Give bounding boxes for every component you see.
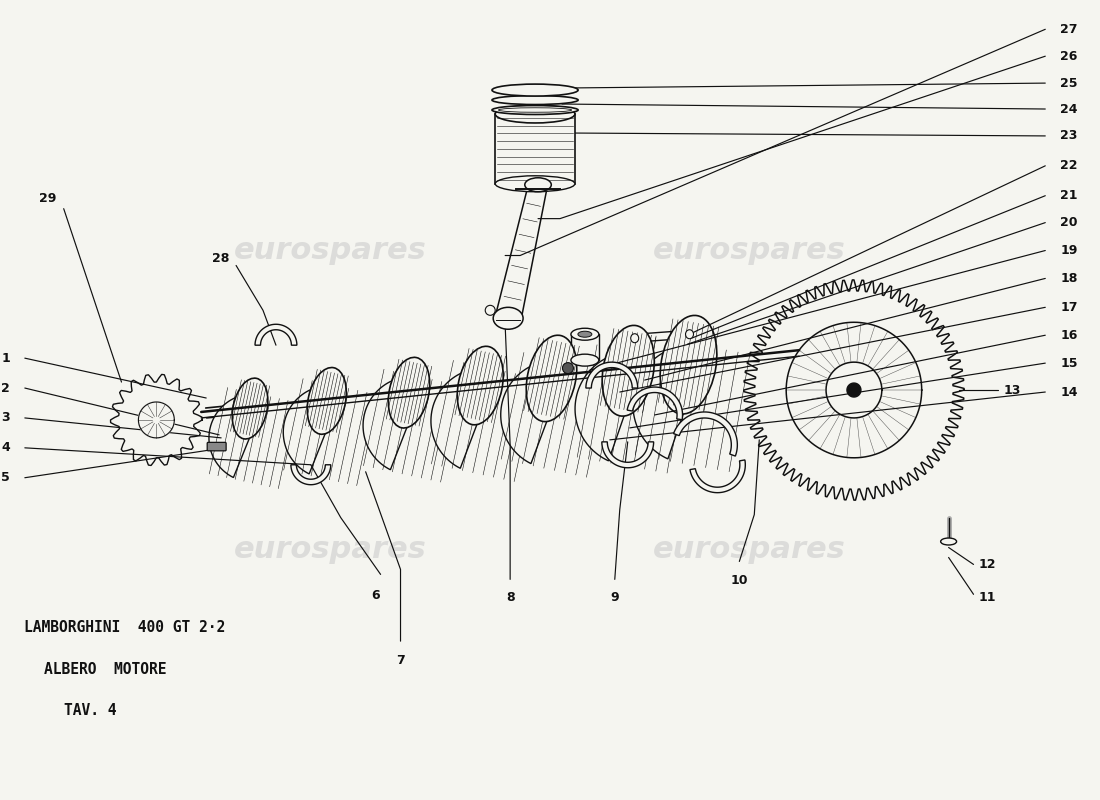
Polygon shape: [602, 442, 653, 468]
Text: 18: 18: [1060, 272, 1078, 285]
Ellipse shape: [571, 328, 598, 340]
Ellipse shape: [525, 178, 551, 192]
Ellipse shape: [492, 95, 579, 105]
Polygon shape: [632, 346, 701, 459]
Ellipse shape: [602, 326, 654, 416]
Polygon shape: [110, 374, 202, 466]
Text: 3: 3: [1, 411, 10, 425]
Text: 21: 21: [1060, 190, 1078, 202]
Polygon shape: [500, 361, 563, 464]
Ellipse shape: [492, 106, 579, 114]
Text: 20: 20: [1060, 216, 1078, 229]
Ellipse shape: [685, 330, 693, 338]
Circle shape: [485, 306, 495, 315]
Text: 1: 1: [1, 352, 10, 365]
Text: eurospares: eurospares: [653, 236, 846, 265]
Polygon shape: [847, 383, 861, 397]
Polygon shape: [575, 352, 640, 461]
Polygon shape: [586, 362, 638, 388]
Ellipse shape: [526, 335, 576, 422]
Polygon shape: [284, 386, 339, 474]
Polygon shape: [139, 402, 174, 438]
Ellipse shape: [660, 315, 717, 414]
Polygon shape: [495, 114, 575, 184]
Text: 7: 7: [396, 654, 405, 667]
Text: 6: 6: [372, 590, 379, 602]
Ellipse shape: [493, 307, 524, 330]
Text: 12: 12: [979, 558, 996, 571]
Text: 16: 16: [1060, 329, 1078, 342]
Polygon shape: [431, 368, 492, 468]
Text: 22: 22: [1060, 159, 1078, 172]
Ellipse shape: [630, 334, 639, 342]
Text: 2: 2: [1, 382, 10, 394]
Text: 28: 28: [211, 252, 229, 265]
Text: ALBERO  MOTORE: ALBERO MOTORE: [44, 662, 166, 677]
Polygon shape: [690, 460, 746, 493]
FancyBboxPatch shape: [207, 442, 227, 451]
Ellipse shape: [571, 354, 598, 366]
Polygon shape: [290, 465, 331, 485]
Text: 8: 8: [506, 591, 515, 604]
Text: 29: 29: [40, 192, 57, 206]
Text: 24: 24: [1060, 102, 1078, 115]
Text: eurospares: eurospares: [653, 535, 846, 564]
Polygon shape: [363, 377, 421, 470]
Ellipse shape: [232, 378, 268, 439]
Polygon shape: [255, 324, 297, 345]
Text: LAMBORGHINI  400 GT 2·2: LAMBORGHINI 400 GT 2·2: [24, 620, 225, 634]
Text: 14: 14: [1060, 386, 1078, 398]
Text: 11: 11: [979, 591, 996, 604]
Polygon shape: [139, 402, 174, 438]
Ellipse shape: [495, 105, 575, 123]
Text: 19: 19: [1060, 244, 1078, 257]
Polygon shape: [826, 362, 882, 418]
Ellipse shape: [307, 367, 346, 434]
Text: eurospares: eurospares: [234, 236, 427, 265]
Text: 10: 10: [730, 574, 748, 587]
Ellipse shape: [578, 331, 592, 338]
Text: 9: 9: [610, 591, 619, 604]
Circle shape: [562, 362, 573, 374]
Ellipse shape: [495, 176, 575, 192]
Text: 26: 26: [1060, 50, 1078, 62]
Ellipse shape: [940, 538, 957, 545]
Polygon shape: [786, 322, 922, 458]
Ellipse shape: [458, 346, 503, 425]
Polygon shape: [209, 394, 262, 478]
Ellipse shape: [498, 108, 572, 112]
Text: eurospares: eurospares: [234, 535, 427, 564]
Text: 4: 4: [1, 442, 10, 454]
Text: 25: 25: [1060, 77, 1078, 90]
Polygon shape: [744, 280, 964, 500]
Polygon shape: [673, 412, 737, 456]
Text: 15: 15: [1060, 357, 1078, 370]
Polygon shape: [627, 387, 682, 420]
Ellipse shape: [388, 358, 430, 428]
Text: 5: 5: [1, 471, 10, 484]
Text: 13: 13: [1003, 383, 1021, 397]
Ellipse shape: [492, 84, 579, 96]
Text: 17: 17: [1060, 301, 1078, 314]
Text: TAV. 4: TAV. 4: [64, 703, 117, 718]
Text: 27: 27: [1060, 22, 1078, 36]
Text: 23: 23: [1060, 130, 1078, 142]
